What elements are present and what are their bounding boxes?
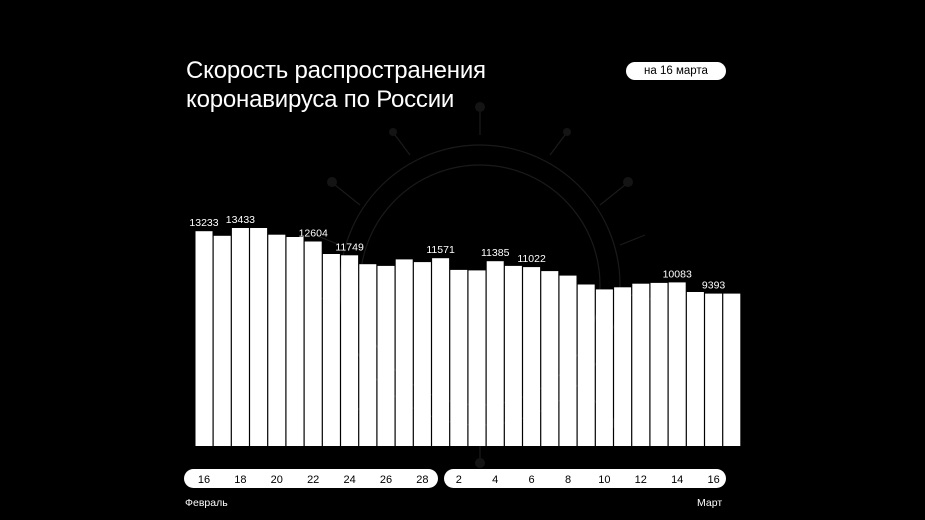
bar-9: [359, 264, 377, 446]
bar-15: [468, 270, 486, 446]
data-label-13: 11571: [426, 244, 455, 256]
bar-22: [595, 289, 613, 446]
bar-6: [304, 241, 322, 446]
data-label-26: 10083: [663, 268, 692, 280]
bar-7: [322, 254, 340, 446]
date-badge: на 16 марта: [626, 62, 726, 80]
bar-2: [231, 228, 249, 446]
month-label-march: Март: [697, 497, 723, 509]
bar-13: [432, 258, 450, 446]
month-label-february: Февраль: [185, 497, 228, 509]
data-label-16: 11385: [481, 247, 510, 259]
chart-title-line-2: коронавируса по России: [186, 86, 455, 113]
bar-12: [413, 262, 431, 446]
data-label-6: 12604: [299, 228, 328, 240]
bar-23: [614, 287, 632, 446]
bar-8: [341, 255, 359, 446]
data-label-18: 11022: [517, 253, 546, 265]
bar-21: [577, 284, 595, 446]
bar-3: [250, 228, 268, 446]
february-axis-pill: [184, 469, 438, 488]
chart-title: Скорость распространения коронавируса по…: [186, 56, 586, 114]
bar-14: [450, 269, 468, 446]
bar-28: [705, 293, 723, 446]
bar-29: [723, 293, 741, 446]
bar-4: [268, 234, 286, 446]
bar-16: [486, 261, 504, 446]
bar-24: [632, 283, 650, 446]
bar-26: [668, 282, 686, 446]
bar-27: [686, 292, 704, 446]
data-label-28: 9393: [702, 280, 726, 292]
bar-11: [395, 259, 413, 446]
bar-17: [504, 265, 522, 446]
bar-5: [286, 237, 304, 446]
chart-title-line-1: Скорость распространения: [186, 57, 486, 84]
data-label-2: 13433: [226, 214, 255, 226]
bar-25: [650, 282, 668, 446]
bar-10: [377, 265, 395, 446]
bar-18: [523, 267, 541, 446]
march-axis-pill: [444, 469, 726, 488]
data-label-0: 13233: [189, 217, 218, 229]
bar-1: [213, 235, 231, 446]
bar-0: [195, 231, 213, 446]
bar-19: [541, 271, 559, 446]
bar-chart: 13233 13433 12604 11749 11571 11385 11022 10083…: [189, 214, 741, 446]
bar-20: [559, 275, 577, 446]
data-label-8: 11749: [335, 241, 364, 253]
